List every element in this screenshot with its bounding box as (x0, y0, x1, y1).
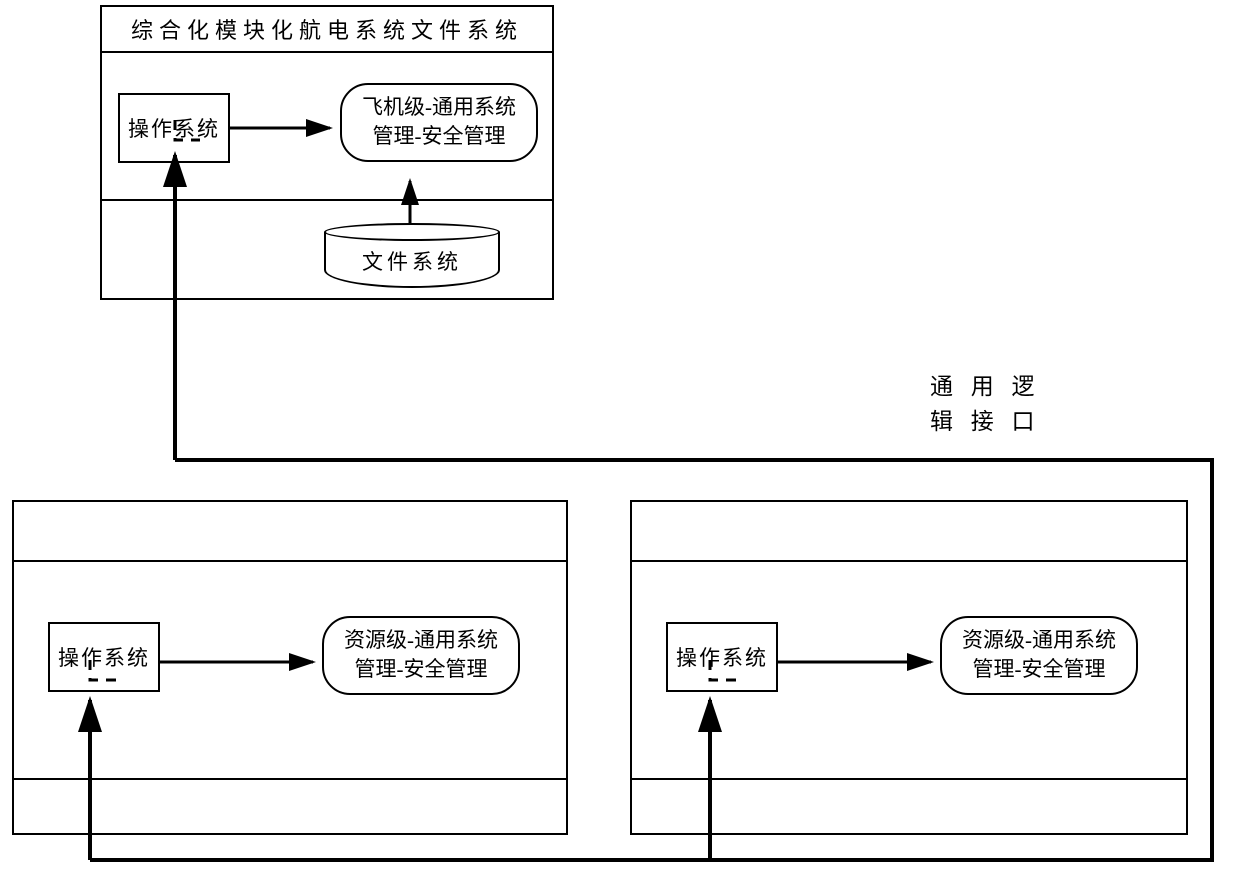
br-mgmt-node: 资源级-通用系统管理-安全管理 (940, 616, 1138, 695)
bl-mgmt-label: 资源级-通用系统管理-安全管理 (344, 628, 498, 681)
top-os-label: 操作系统 (128, 117, 220, 141)
bl-os-node: 操作系统 (48, 622, 160, 692)
file-system-label: 文件系统 (362, 250, 462, 274)
bottom-left-container: 操作系统 资源级-通用系统管理-安全管理 (12, 500, 568, 835)
arrow-br-os-to-mgmt (778, 652, 943, 672)
interface-label-line2: 辑 接 口 (930, 409, 1041, 434)
br-bot-row (632, 780, 1186, 833)
br-mid-row: 操作系统 资源级-通用系统管理-安全管理 (632, 562, 1186, 780)
arrow-top-os-to-mgmt (230, 118, 342, 138)
br-os-label: 操作系统 (676, 646, 768, 670)
top-os-node: 操作系统 (118, 93, 230, 163)
top-mgmt-node: 飞机级-通用系统管理-安全管理 (340, 83, 538, 162)
top-module-middle-row: 操作系统 飞机级-通用系统管理-安全管理 (102, 53, 552, 201)
bl-top-row (14, 502, 566, 562)
br-os-node: 操作系统 (666, 622, 778, 692)
interface-label-line1: 通 用 逻 (930, 374, 1041, 399)
bl-bot-row (14, 780, 566, 833)
top-module-bottom-row: 文件系统 (102, 201, 552, 301)
interface-label: 通 用 逻 辑 接 口 (930, 370, 1041, 439)
bl-mid-row: 操作系统 资源级-通用系统管理-安全管理 (14, 562, 566, 780)
top-module-container: 综合化模块化航电系统文件系统 操作系统 飞机级-通用系统管理-安全管理 文件系统 (100, 5, 554, 300)
file-system-cylinder: 文件系统 (324, 223, 500, 288)
cylinder-top-icon (324, 223, 500, 241)
bl-os-label: 操作系统 (58, 646, 150, 670)
top-mgmt-label: 飞机级-通用系统管理-安全管理 (362, 95, 516, 148)
top-module-title: 综合化模块化航电系统文件系统 (102, 7, 552, 53)
bottom-right-container: 操作系统 资源级-通用系统管理-安全管理 (630, 500, 1188, 835)
bl-mgmt-node: 资源级-通用系统管理-安全管理 (322, 616, 520, 695)
arrow-bl-os-to-mgmt (160, 652, 325, 672)
br-top-row (632, 502, 1186, 562)
br-mgmt-label: 资源级-通用系统管理-安全管理 (962, 628, 1116, 681)
